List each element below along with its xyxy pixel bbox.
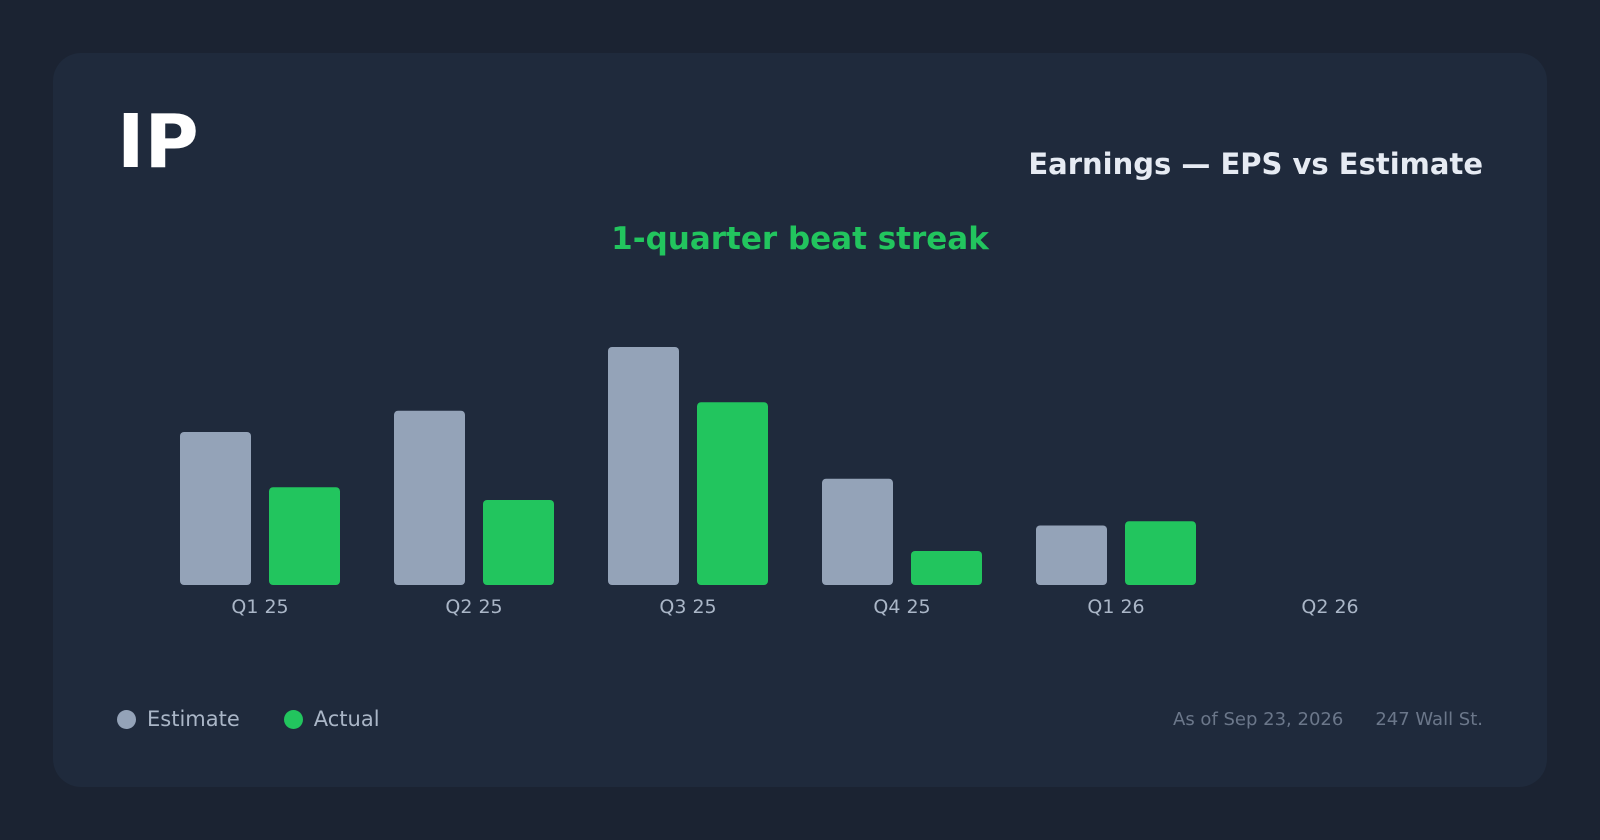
actual-swatch-icon (283, 709, 303, 729)
actual-bar-q3-25 (697, 402, 768, 585)
beat-streak-label: 1-quarter beat streak (611, 221, 989, 257)
estimate-bar-q1-25 (180, 432, 251, 585)
source-label: 247 Wall St. (1375, 709, 1483, 730)
actual-bar-q1-26 (1125, 521, 1196, 585)
chart-title: Earnings — EPS vs Estimate (1028, 147, 1483, 181)
x-tick-label: Q3 25 (659, 596, 716, 618)
chart-card: IP Earnings — EPS vs Estimate 1-quarter … (53, 53, 1547, 787)
legend-item-estimate: Estimate (117, 707, 240, 731)
chart-legend: Estimate Actual (117, 707, 424, 731)
legend-label-actual: Actual (313, 707, 380, 731)
as-of-date: As of Sep 23, 2026 (1173, 709, 1344, 730)
chart-footer: As of Sep 23, 2026 247 Wall St. (1173, 709, 1483, 730)
earnings-bar-chart: Q1 25 Q2 25 Q3 25 Q4 25 Q1 26 Q2 26 (180, 347, 1359, 618)
ticker-symbol: IP (117, 99, 199, 185)
actual-bar-q2-25 (483, 500, 554, 585)
estimate-swatch-icon (117, 709, 136, 729)
x-tick-label: Q1 25 (231, 596, 288, 618)
x-tick-label: Q1 26 (1087, 596, 1144, 618)
x-tick-label: Q2 26 (1301, 596, 1358, 618)
estimate-bar-q1-26 (1036, 525, 1107, 585)
estimate-bar-q3-25 (608, 347, 679, 585)
actual-bar-q4-25 (911, 551, 982, 585)
legend-item-actual: Actual (283, 707, 380, 731)
legend-label-estimate: Estimate (147, 707, 240, 731)
x-tick-label: Q4 25 (873, 596, 930, 618)
x-tick-label: Q2 25 (445, 596, 502, 618)
actual-bar-q1-25 (269, 487, 340, 585)
estimate-bar-q4-25 (822, 478, 893, 585)
estimate-bar-q2-25 (394, 410, 465, 585)
